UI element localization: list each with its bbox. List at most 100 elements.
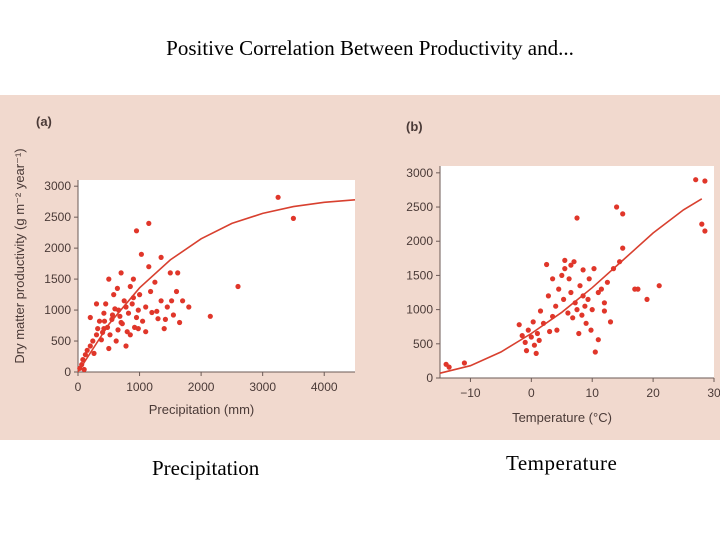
panel-b-data-point [550,276,556,282]
panel-b-data-point [565,310,571,316]
panel-b-data-point [554,327,560,333]
panel-b-data-point [559,272,565,278]
panel-b-data-point [585,296,591,302]
panel-a-y-tick-label: 2000 [44,241,71,255]
panel-b-data-point [568,262,574,268]
panel-b-data-point [531,342,538,348]
panel-b-data-point [461,360,467,366]
panel-a-data-point [143,304,149,310]
panel-a-data-point [133,228,140,234]
panel-a-data-point [170,312,176,318]
panel-a-data-point [81,366,87,373]
panel-a-data-point [164,304,170,310]
panel-a-data-point [161,326,167,332]
panel-b-data-point [591,266,597,272]
panel-b-data-point [525,327,531,333]
panel-b-data-point [574,307,580,313]
panel-b-data-point [693,177,699,183]
slide-title: Positive Correlation Between Productivit… [166,36,574,60]
panel-a-label: (a) [36,114,52,129]
panel-a-x-tick-label: 3000 [249,380,276,394]
panel-a-data-point [121,298,127,304]
panel-b-data-point [576,330,582,337]
panel-a-x-tick-label: 0 [75,380,82,394]
panel-b-data-point [598,286,605,292]
panel-a-data-point [173,288,180,295]
panel-a-data-point [235,283,241,290]
panel-b-data-point [620,211,626,217]
caption-precipitation: Precipitation [152,456,260,480]
panel-b-data-point [592,349,598,355]
panel-a-data-point [137,292,143,298]
panel-b-data-point [577,283,583,289]
panel-a-data-point [101,326,107,332]
panel-a-data-point [103,301,109,307]
panel-a-data-point [135,326,141,332]
panel-a-data-point [90,338,96,344]
panel-b-data-point [580,267,586,273]
panel-a-data-point [133,314,140,321]
panel-a-data-point [109,316,115,322]
panel-b-data-point [547,328,553,335]
panel-b-x-axis-label: Temperature (°C) [512,410,612,425]
panel-b-data-point [580,293,586,299]
panel-b-data-point [607,319,614,325]
panel-a-data-point [118,319,124,326]
panel-b-data-point [644,296,650,302]
panel-b-data-point [586,276,592,282]
panel-a-data-point [118,270,124,276]
panel-b-y-tick-label: 2500 [406,200,433,214]
panel-a-data-point [290,215,296,221]
panel-a-data-point [95,326,101,332]
panel-b-x-tick-label: 0 [528,386,535,400]
panel-a-data-point [91,350,97,356]
panel-a-data-point [175,270,181,276]
panel-a-data-point [101,310,107,316]
panel-a-y-tick-label: 500 [51,334,71,348]
panel-b-data-point [656,283,662,289]
panel-a-data-point [109,312,116,318]
panel-b-y-tick-label: 2000 [406,234,433,248]
panel-b-data-point [635,286,641,292]
panel-b-data-point [583,320,589,326]
panel-a-data-point [169,298,175,304]
panel-b-data-point [553,303,559,309]
panel-a-data-point [101,318,108,324]
panel-a-data-point [111,292,117,298]
panel-b-data-point [579,312,585,318]
panel-a-data-point [135,307,141,313]
panel-a-y-tick-label: 2500 [44,210,71,224]
panel-b-data-point [536,337,542,343]
panel-b-x-tick-label: 30 [707,386,720,400]
panel-b-data-point [595,337,601,343]
panel-b-data-point [516,322,522,328]
panel-b-y-tick-label: 3000 [406,166,433,180]
panel-a-data-point [107,332,113,338]
panel-a-data-point [180,298,186,304]
panel-a-data-point [87,314,93,321]
panel-a-x-tick-label: 2000 [188,380,215,394]
panel-a-y-tick-label: 1500 [44,272,71,286]
panel-b-fit-curve [439,198,703,374]
panel-b-data-point [601,300,608,306]
panel-b-data-point [540,320,547,326]
panel-a-x-axis-label: Precipitation (mm) [149,402,254,417]
panel-b-data-point [533,350,539,356]
panel-b-x-tick-label: 10 [586,386,600,400]
panel-b-data-point [595,289,601,296]
panel-b-data-point [562,257,568,263]
panel-a-data-point [129,301,135,307]
panel-b-data-point [589,307,595,313]
panel-b-y-tick-label: 1500 [406,268,433,282]
panel-b-data-point [610,266,617,272]
panel-a-data-point [158,298,164,304]
panel-a-data-point [146,220,152,226]
panel-a-data-point [98,337,104,343]
panel-a-data-point [148,288,154,295]
panel-b-data-point [570,315,576,321]
panel-b-label: (b) [406,119,423,134]
panel-a-y-tick-label: 3000 [44,179,71,193]
panel-b-y-tick-label: 500 [413,337,433,351]
panel-b-data-point [702,228,708,234]
